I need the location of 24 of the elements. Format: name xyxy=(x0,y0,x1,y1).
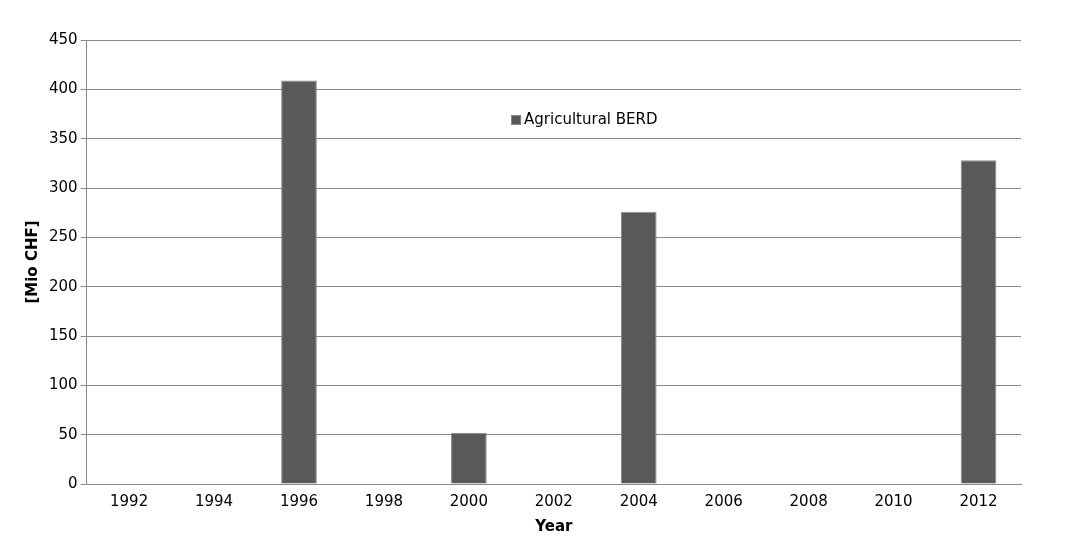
y-tick-label: 400 xyxy=(48,79,78,98)
y-tick-label: 50 xyxy=(58,424,78,443)
x-tick-label: 2000 xyxy=(449,491,488,510)
x-tick-label: 2006 xyxy=(704,491,743,510)
y-tick-label: 0 xyxy=(68,473,78,492)
x-tick-label: 2004 xyxy=(619,491,658,510)
x-tick-label: 1998 xyxy=(364,491,404,510)
y-tick-label: 200 xyxy=(48,276,78,295)
legend-label: Agricultural BERD xyxy=(524,109,658,128)
x-tick-label: 2008 xyxy=(789,491,828,510)
x-tick-label: 2010 xyxy=(874,491,913,510)
x-tick-label: 2012 xyxy=(959,491,998,510)
x-tick-label: 1994 xyxy=(194,491,234,510)
y-tick-label: 300 xyxy=(48,177,78,196)
y-tick-label: 150 xyxy=(48,325,78,344)
y-tick-label: 350 xyxy=(48,128,78,147)
y-tick-label: 250 xyxy=(48,227,78,246)
x-tick-label: 1992 xyxy=(110,491,149,510)
y-axis-title: [Mio CHF] xyxy=(22,220,41,304)
x-axis-title: Year xyxy=(534,516,573,535)
y-tick-label: 450 xyxy=(48,29,78,48)
x-tick-label: 2002 xyxy=(534,491,573,510)
x-tick-label: 1996 xyxy=(279,491,319,510)
y-tick-label: 100 xyxy=(48,375,78,394)
